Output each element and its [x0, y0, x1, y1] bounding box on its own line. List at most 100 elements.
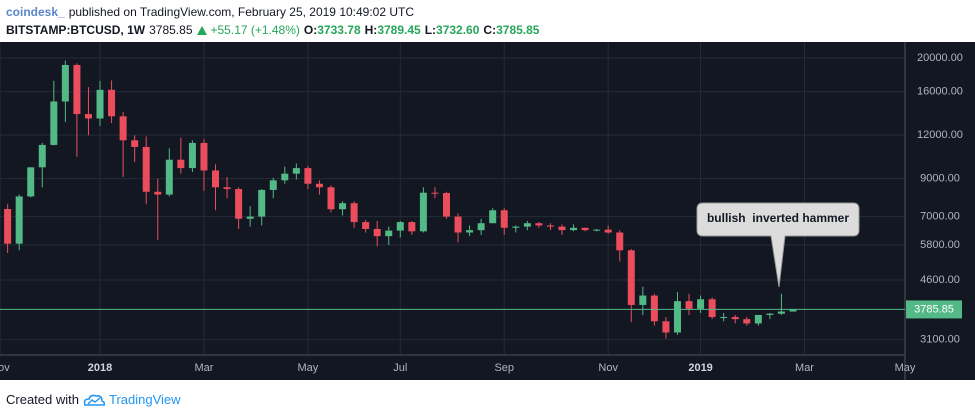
annotation-bubble [696, 202, 860, 288]
ohlc-open: 3733.78 [317, 23, 361, 37]
x-tick-label: 2018 [88, 362, 112, 374]
x-tick-label: May [298, 362, 319, 374]
candle-body [108, 89, 116, 117]
brand-logo [83, 394, 105, 406]
change: +55.17 (+1.48%) [210, 23, 300, 37]
candle-body [96, 89, 104, 119]
x-tick-label: Nov [598, 362, 618, 374]
candle-body [200, 142, 208, 171]
candle-body [616, 232, 624, 251]
header-line: coindesk_ published on TradingView.com, … [6, 5, 414, 19]
y-tick-label: 12000.00 [917, 129, 963, 141]
ohlc-high-label: H: [364, 23, 378, 37]
created-with: Created with [6, 392, 79, 407]
candle-body [131, 140, 139, 147]
candle-body [570, 227, 578, 231]
candles [4, 60, 797, 339]
candle-body [789, 309, 797, 312]
x-tick-label: Jul [393, 362, 407, 374]
candle-body [442, 193, 450, 217]
candle-body [142, 146, 150, 192]
candle-body [258, 189, 266, 217]
candle-body [119, 116, 127, 141]
annotation-text: bullish inverted hammer [707, 211, 849, 225]
candle-body [477, 223, 485, 231]
candle-body [188, 142, 196, 169]
candle-body [489, 210, 497, 224]
x-tick-label: May [895, 362, 916, 374]
candle-body [223, 187, 231, 190]
candle-body [766, 313, 774, 315]
x-tick-label: Sep [494, 362, 514, 374]
ohlc-close-label: C: [483, 23, 497, 37]
price: 3785.85 [149, 23, 193, 37]
annotation: bullish inverted hammer [696, 202, 860, 288]
candle-body [165, 159, 173, 195]
brand[interactable]: TradingView [108, 392, 181, 407]
ohlc-high: 3789.45 [377, 23, 421, 37]
candle-body [604, 229, 612, 233]
y-tick-label: 16000.00 [917, 86, 963, 98]
candle-body [315, 183, 323, 188]
candle-body [304, 168, 312, 184]
x-tick-label: 2019 [688, 362, 712, 374]
candle-body [662, 321, 670, 333]
candle-body [754, 314, 762, 324]
candle-body [535, 223, 543, 226]
candle-body [396, 222, 404, 231]
candle-body [84, 114, 92, 119]
candle-body [639, 295, 647, 305]
candle-body [50, 101, 58, 145]
candle-body [512, 226, 520, 228]
y-tick-label: 5800.00 [920, 239, 960, 251]
candle-body [327, 187, 335, 210]
candle-body [350, 203, 358, 223]
candle-body [73, 64, 81, 115]
candle-body [281, 173, 289, 181]
candle-body [731, 317, 739, 320]
ohlc-close: 3785.85 [496, 23, 540, 37]
candle-body [743, 319, 751, 324]
candle-body [558, 226, 566, 231]
up-arrow [196, 25, 207, 35]
candle-body [419, 192, 427, 232]
candle-body [627, 250, 635, 305]
candle-body [212, 170, 220, 188]
candle-body [546, 225, 554, 227]
candle-body [697, 299, 705, 309]
ohlc-low-label: L: [424, 23, 437, 37]
x-tick-label: Mar [194, 362, 213, 374]
symbol: BITSTAMP:BTCUSD, 1W [6, 23, 146, 37]
candle-body [385, 230, 393, 237]
last-price-label: 3785.85 [914, 303, 954, 315]
candle-body [292, 168, 300, 174]
candle-body [685, 301, 693, 309]
y-tick-label: 20000.00 [917, 52, 963, 64]
author[interactable]: coindesk_ [6, 5, 65, 19]
y-tick-label: 7000.00 [920, 210, 960, 222]
candle-body [523, 223, 531, 227]
candle-body [4, 209, 12, 244]
y-tick-label: 4600.00 [920, 274, 960, 286]
candle-body [177, 159, 185, 169]
candle-body [373, 228, 381, 237]
candle-body [269, 180, 277, 190]
candle-body [408, 222, 416, 232]
candle-body [500, 210, 508, 228]
last-price-box [906, 300, 962, 319]
ohlc-low: 3732.60 [436, 23, 480, 37]
published: published on TradingView.com, February 2… [68, 5, 415, 19]
candle-body [454, 216, 462, 233]
candle-body [154, 191, 162, 195]
candle-body [708, 299, 716, 318]
candle-body [466, 230, 474, 233]
ohlc-open-label: O: [303, 23, 318, 37]
candle-body [246, 216, 254, 219]
candle-body [38, 144, 46, 168]
footer: Created with TradingView [6, 392, 181, 407]
candle-body [777, 311, 785, 314]
candle-body [61, 64, 69, 102]
candle-body [673, 301, 681, 333]
